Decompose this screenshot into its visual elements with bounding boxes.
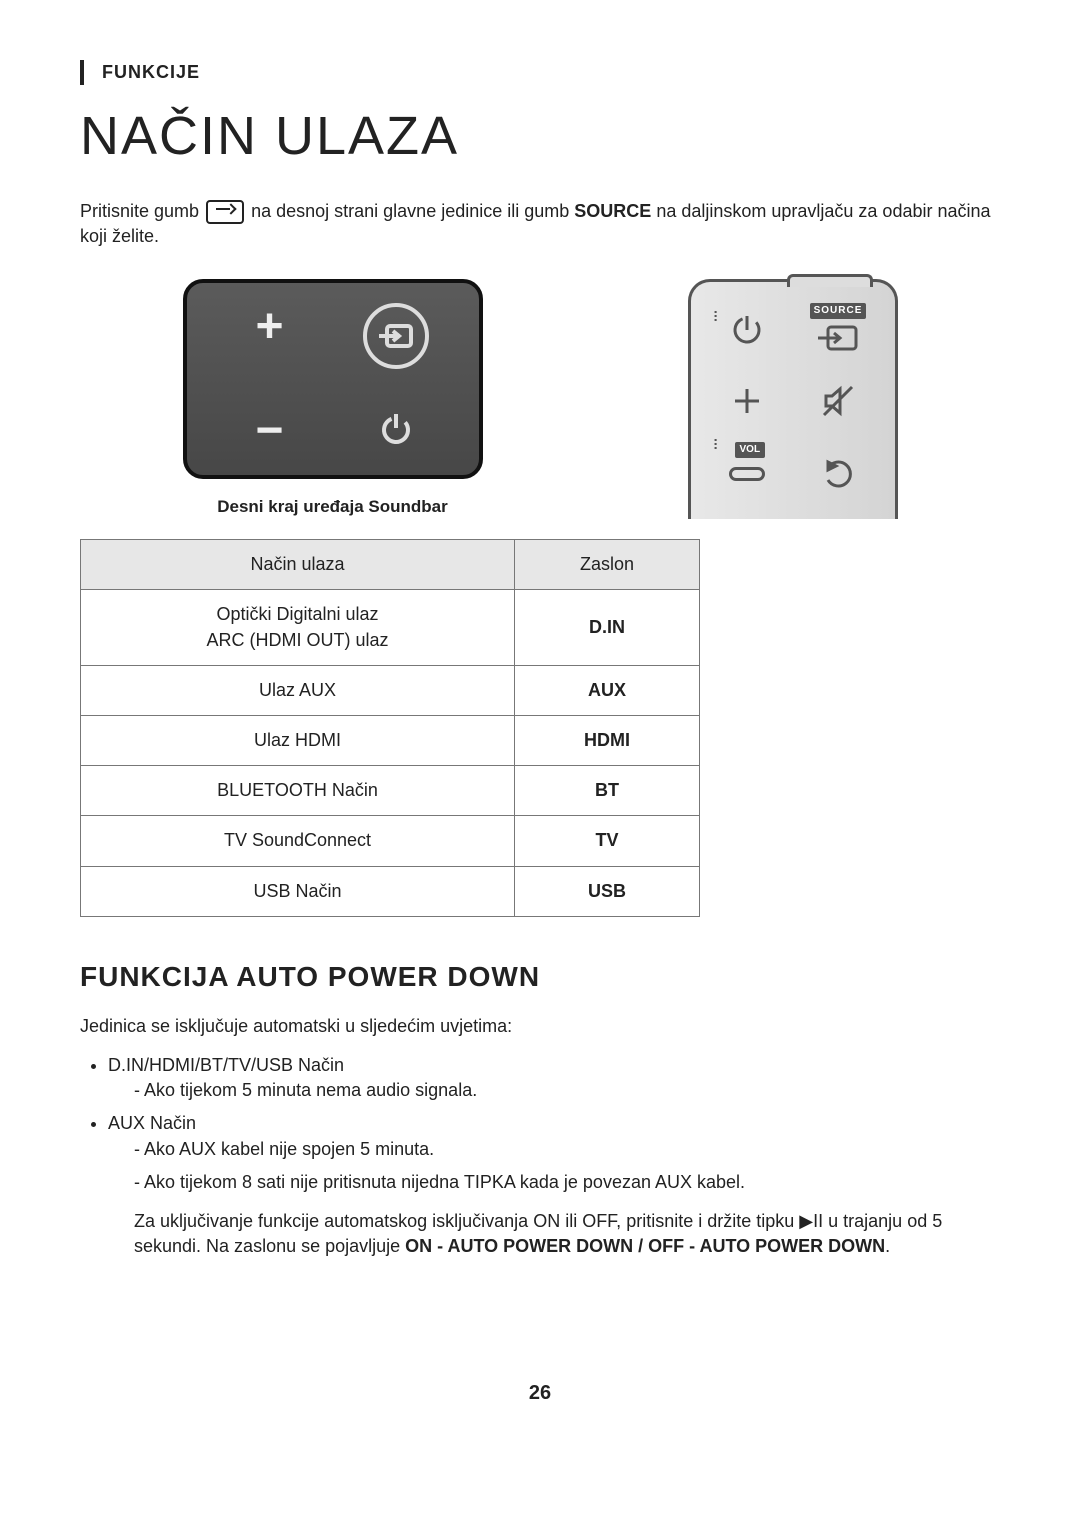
source-label: SOURCE (810, 303, 867, 319)
table-cell-display: BT (515, 766, 700, 816)
source-inline-icon (206, 200, 244, 224)
section-label: FUNKCIJE (102, 60, 1000, 85)
remote-repeat-icon (798, 442, 879, 505)
note-pre: Za uključivanje funkcije automatskog isk… (134, 1211, 799, 1231)
list-item: D.IN/HDMI/BT/TV/USB NačinAko tijekom 5 m… (108, 1053, 1000, 1103)
power-icon (376, 408, 416, 455)
table-row: Optički Digitalni ulazARC (HDMI OUT) ula… (81, 590, 700, 665)
note-bold: ON - AUTO POWER DOWN / OFF - AUTO POWER … (405, 1236, 885, 1256)
table-cell-mode: BLUETOOTH Način (81, 766, 515, 816)
table-cell-display: USB (515, 866, 700, 916)
auto-power-heading: FUNKCIJA AUTO POWER DOWN (80, 957, 1000, 996)
table-cell-mode: USB Način (81, 866, 515, 916)
list-item: AUX NačinAko AUX kabel nije spojen 5 min… (108, 1111, 1000, 1195)
table-header: Zaslon (515, 540, 700, 590)
volume-down-icon: − (255, 407, 283, 455)
table-row: TV SoundConnectTV (81, 816, 700, 866)
play-pause-icon: ▶II (799, 1211, 823, 1231)
table-cell-mode: Optički Digitalni ulazARC (HDMI OUT) ula… (81, 590, 515, 665)
device-illustrations: + − Desni kraj uređaja Soundbar ⠇ ⠇ VOL … (80, 279, 1000, 519)
table-cell-display: D.IN (515, 590, 700, 665)
auto-power-lead: Jedinica se isključuje automatski u slje… (80, 1014, 1000, 1039)
remote-vol-up-icon (707, 369, 788, 432)
volume-up-icon: + (255, 303, 283, 351)
table-cell-mode: TV SoundConnect (81, 816, 515, 866)
soundbar-panel: + − (183, 279, 483, 479)
table-row: Ulaz HDMIHDMI (81, 715, 700, 765)
page-number: 26 (80, 1379, 1000, 1407)
auto-power-list: D.IN/HDMI/BT/TV/USB NačinAko tijekom 5 m… (80, 1053, 1000, 1195)
table-row: USB NačinUSB (81, 866, 700, 916)
table-cell-mode: Ulaz HDMI (81, 715, 515, 765)
note-end: . (885, 1236, 890, 1256)
remote-panel: ⠇ ⠇ VOL SOURCE (688, 279, 898, 519)
auto-power-note: Za uključivanje funkcije automatskog isk… (80, 1209, 1000, 1259)
intro-text-2: na desnoj strani glavne jedinice ili gum… (251, 201, 574, 221)
soundbar-caption: Desni kraj uređaja Soundbar (183, 495, 483, 519)
remote-mute-icon (798, 369, 879, 432)
intro-text-1: Pritisnite gumb (80, 201, 204, 221)
braille-dots-icon: ⠇ (713, 308, 725, 328)
list-subitem: Ako AUX kabel nije spojen 5 minuta. (134, 1137, 1000, 1162)
input-mode-table: Način ulaza Zaslon Optički Digitalni ula… (80, 539, 700, 917)
page-title: NAČIN ULAZA (80, 99, 1000, 175)
list-subitem: Ako tijekom 8 sati nije pritisnuta nijed… (134, 1170, 1000, 1195)
table-cell-display: AUX (515, 665, 700, 715)
intro-paragraph: Pritisnite gumb na desnoj strani glavne … (80, 199, 1000, 249)
vol-label: VOL (735, 442, 766, 458)
table-row: BLUETOOTH NačinBT (81, 766, 700, 816)
braille-dots-icon: ⠇ (713, 436, 725, 456)
table-cell-display: TV (515, 816, 700, 866)
source-button-icon (363, 303, 429, 369)
remote-source-icon: SOURCE (798, 296, 879, 359)
table-cell-display: HDMI (515, 715, 700, 765)
table-cell-mode: Ulaz AUX (81, 665, 515, 715)
table-row: Ulaz AUXAUX (81, 665, 700, 715)
intro-source-word: SOURCE (574, 201, 651, 221)
list-subitem: Ako tijekom 5 minuta nema audio signala. (134, 1078, 1000, 1103)
table-header: Način ulaza (81, 540, 515, 590)
